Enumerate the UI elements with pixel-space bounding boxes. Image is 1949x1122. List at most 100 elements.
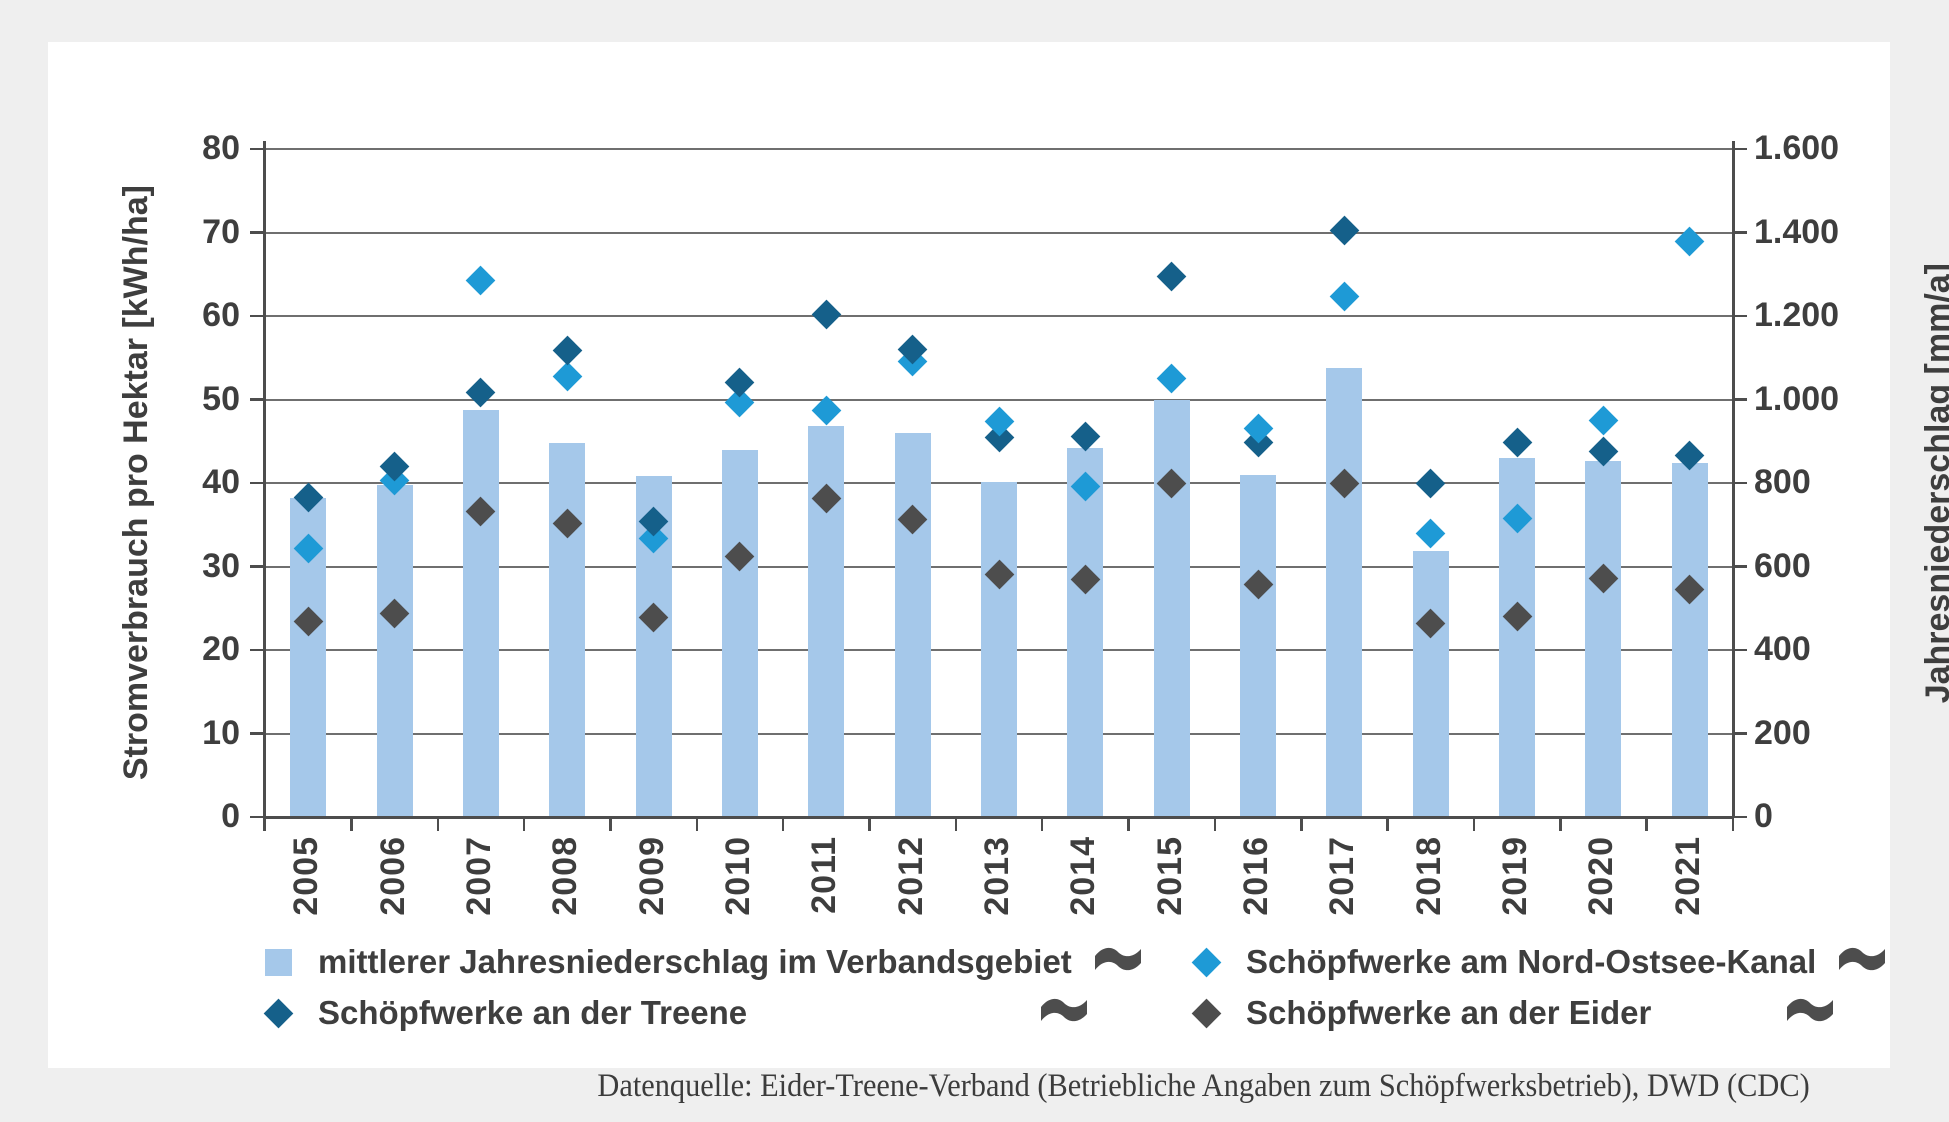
right-tick-label-1.400: 1.400 [1754,212,1840,251]
right-tick-mark [1733,565,1747,568]
bar-2020 [1585,461,1622,817]
year-label-2009: 2009 [632,836,671,916]
x-tick-mark [1127,817,1130,831]
bar-2018 [1412,550,1449,817]
marker-treene-2019 [1502,428,1532,458]
left-tick-mark [250,147,264,151]
bar-2008 [549,442,586,817]
wave-icon-wrap [1784,994,1836,1033]
year-label-2008: 2008 [546,836,585,916]
wave-icon-wrap [1836,943,1888,982]
left-tick-mark [250,481,264,485]
right-tick-mark [1733,732,1747,735]
legend-square-marker [265,948,292,976]
right-axis-title-box: Jahresniederschlag [mm/a] [1916,149,1949,817]
wave-icon [1094,947,1141,970]
right-tick-label-400: 400 [1754,630,1811,668]
right-tick-mark [1733,815,1747,819]
marker-nord-ostsee-kanal-2011 [811,395,842,426]
legend-label: Schöpfwerke an der Treene [318,994,748,1031]
year-label-2007: 2007 [459,836,498,916]
year-label-2018: 2018 [1409,836,1448,916]
x-tick-mark [1213,817,1217,831]
x-tick-mark [1386,817,1389,831]
marker-nord-ostsee-kanal-2015 [1156,363,1187,394]
marker-nord-ostsee-kanal-2018 [1415,519,1446,549]
gridline-80 [265,148,1733,150]
marker-treene-2015 [1156,261,1187,292]
wave-icon-wrap [1092,943,1144,982]
legend-label: Schöpfwerke am Nord-Ostsee-Kanal [1246,943,1817,980]
year-label-2010: 2010 [718,836,757,916]
legend-diamond-marker [263,998,294,1028]
x-tick-mark [954,817,958,831]
x-tick-mark [350,817,353,831]
marker-treene-2011 [811,299,842,330]
legend-label: Schöpfwerke an der Eider [1246,994,1652,1031]
right-axis-title: Jahresniederschlag [mm/a] [1918,262,1949,704]
left-tick-mark [250,231,264,234]
right-tick-mark [1733,481,1747,485]
year-label-2016: 2016 [1237,836,1276,916]
plot-area [265,149,1733,817]
gridline-50 [265,398,1733,401]
right-tick-mark [1733,398,1747,401]
year-label-2006: 2006 [373,836,412,916]
left-tick-label-80: 80 [202,129,240,167]
x-tick-mark [1645,817,1648,831]
wave-icon-wrap [1038,994,1090,1033]
bar-2016 [1240,475,1277,817]
bar-2012 [894,432,931,817]
year-label-2014: 2014 [1064,836,1103,916]
left-tick-label-50: 50 [202,379,240,418]
left-tick-label-30: 30 [202,546,240,585]
left-tick-label-0: 0 [221,797,240,835]
bar-2015 [1153,400,1190,817]
year-label-2005: 2005 [287,836,326,916]
year-label-2011: 2011 [805,836,844,914]
marker-treene-2007 [466,377,496,408]
left-tick-label-10: 10 [202,713,240,752]
wave-icon [1041,998,1087,1021]
year-label-2019: 2019 [1496,836,1535,916]
right-tick-label-800: 800 [1754,463,1811,501]
left-tick-mark [250,648,264,652]
x-tick-mark [263,817,267,831]
legend-diamond-marker [1191,998,1222,1028]
right-tick-mark [1733,648,1747,652]
marker-treene-2008 [552,335,583,366]
x-tick-mark [436,817,439,831]
right-tick-label-200: 200 [1754,713,1811,752]
legend-diamond-marker [1191,947,1222,977]
bar-2007 [462,409,499,817]
marker-treene-2017 [1329,215,1360,246]
x-tick-mark [781,817,785,831]
right-tick-label-600: 600 [1754,546,1811,585]
x-tick-mark [1472,817,1476,831]
x-tick-mark [522,817,526,831]
year-label-2013: 2013 [978,836,1016,916]
left-tick-mark [250,565,264,568]
x-tick-mark [868,817,871,831]
marker-nord-ostsee-kanal-2007 [466,265,496,295]
x-tick-mark [695,817,699,831]
bar-2006 [376,484,413,817]
left-tick-mark [250,314,264,318]
right-tick-label-1.600: 1.600 [1754,129,1840,167]
x-tick-mark [1040,817,1044,831]
x-tick-mark [1559,817,1562,831]
left-tick-mark [250,398,264,401]
legend-entry-0: mittlerer Jahresniederschlag im Verbands… [265,937,1141,987]
marker-treene-2014 [1070,421,1101,452]
right-tick-mark [1733,231,1747,234]
left-tick-label-70: 70 [202,212,240,251]
left-tick-mark [250,732,264,735]
right-tick-mark [1733,147,1747,151]
left-tick-label-60: 60 [202,296,240,334]
gridline-70 [265,231,1733,234]
year-label-2015: 2015 [1150,836,1189,916]
left-tick-mark [250,815,264,819]
bar-2013 [981,482,1017,817]
bar-2017 [1326,367,1363,817]
x-tick-mark [1731,817,1735,831]
